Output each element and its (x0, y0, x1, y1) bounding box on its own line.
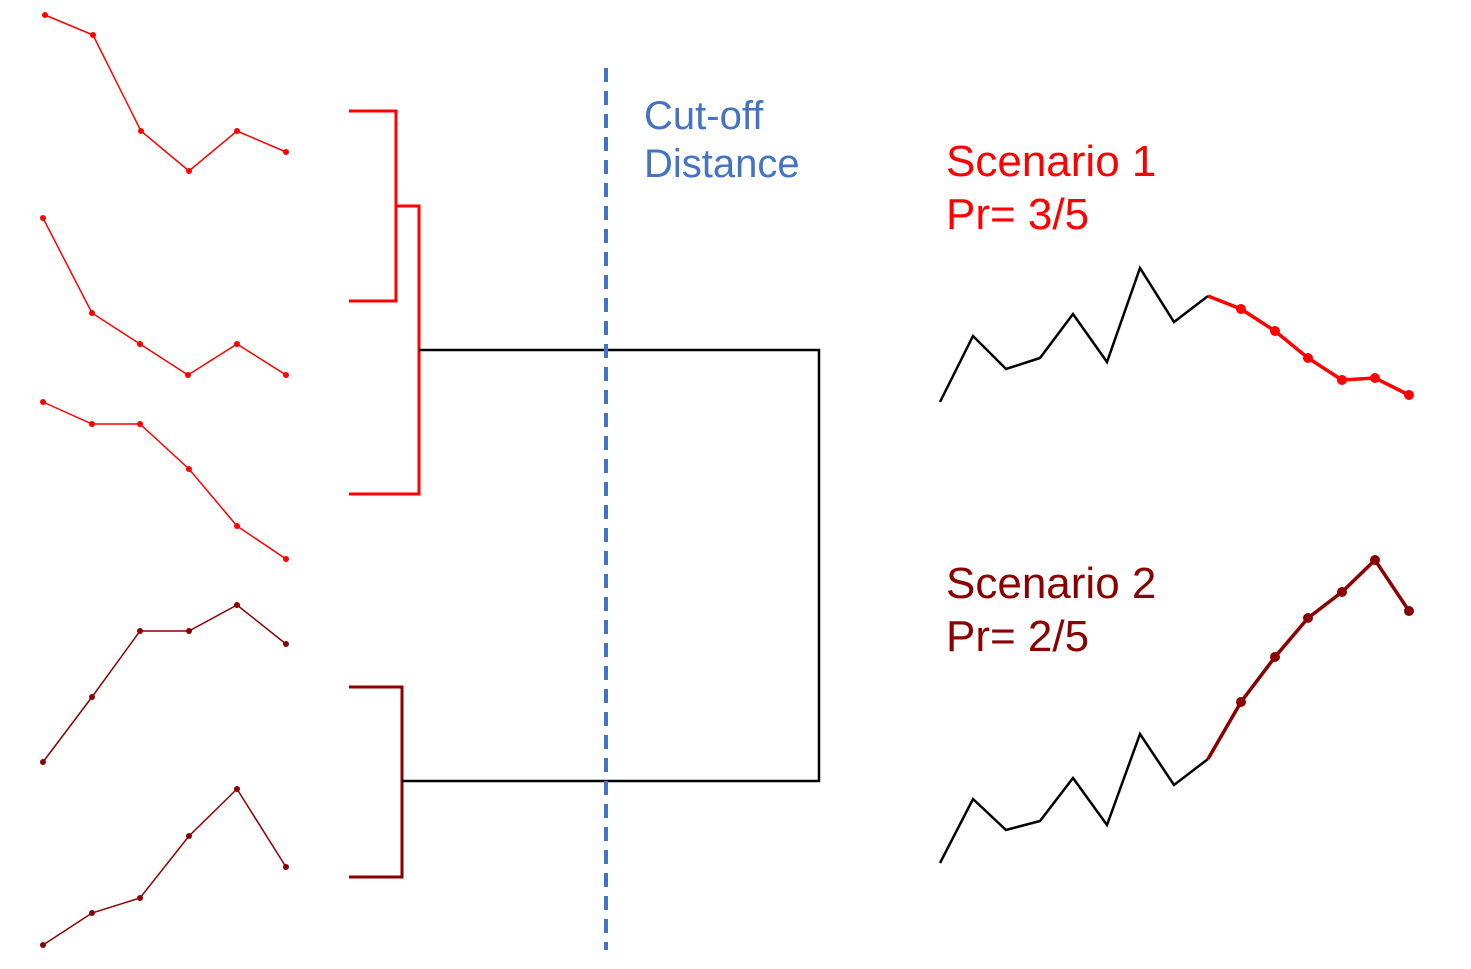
scenario-1-title: Scenario 1 (946, 137, 1157, 186)
cutoff-label-line2: Distance (644, 142, 800, 186)
cutoff-label: Cut-off Distance (644, 92, 800, 188)
leaf-trajectory-3 (40, 399, 289, 562)
root-link (402, 348, 821, 783)
cluster-2-bracket (349, 685, 404, 879)
scenario-2-title: Scenario 2 (946, 559, 1157, 608)
leaf-trajectory-5 (40, 786, 289, 948)
leaf-trajectory-4 (40, 602, 289, 765)
leaf-trajectory-2 (40, 215, 289, 378)
leaf-trajectory-1 (42, 12, 289, 174)
cutoff-label-line1: Cut-off (644, 94, 764, 138)
scenario-1-plot (938, 265, 1414, 403)
scenario-2-plot (938, 555, 1414, 864)
scenario-2-label: Scenario 2 Pr= 2/5 (946, 558, 1156, 664)
scenario-1-probability: Pr= 3/5 (946, 189, 1090, 239)
scenario-1-label: Scenario 1 Pr= 3/5 (946, 136, 1156, 242)
scenario-2-probability: Pr= 2/5 (946, 611, 1090, 661)
cluster-1-bracket (349, 109, 421, 496)
